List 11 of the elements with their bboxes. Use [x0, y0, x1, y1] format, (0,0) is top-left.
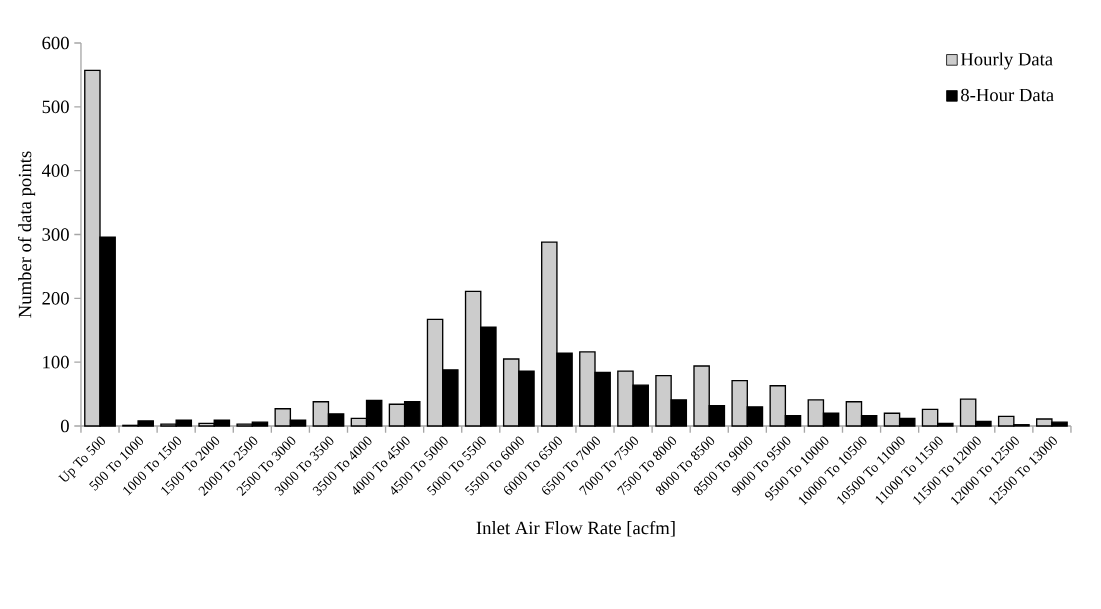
y-tick-label: 400 — [41, 164, 69, 177]
y-tick-label: 0 — [60, 419, 69, 433]
legend-label: Hourly Data — [960, 52, 1053, 70]
x-axis-title: Inlet Air Flow Rate [acfm] — [476, 520, 675, 537]
y-tick-label: 600 — [42, 36, 69, 50]
y-tick-label: 500 — [42, 100, 69, 114]
y-tick-label: 200 — [42, 292, 69, 305]
y-tick-label: 100 — [43, 355, 69, 369]
legend-label: 8-Hour Data — [961, 88, 1054, 102]
y-axis-title: Number of data points — [17, 151, 36, 318]
y-tick-label: 300 — [42, 228, 69, 241]
